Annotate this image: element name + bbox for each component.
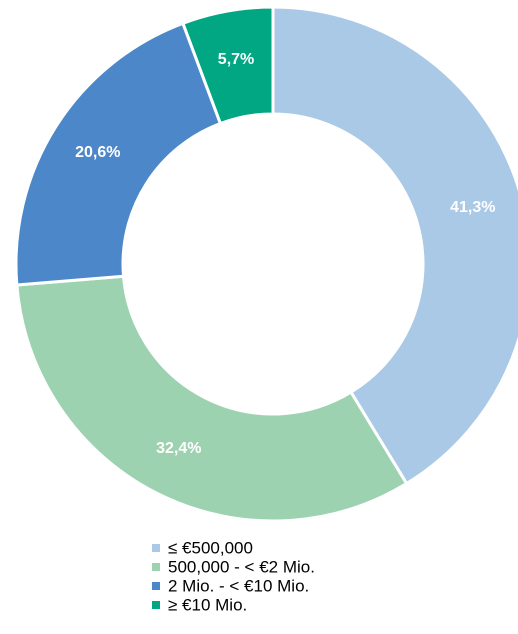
value-label: 5,7% [218,51,254,68]
value-label: 41,3% [450,199,495,216]
legend-marker [152,563,160,571]
slice [15,274,409,523]
slice [271,5,518,486]
legend-label: ≥ €10 Mio. [168,595,247,614]
legend-marker [152,601,160,609]
legend-marker [152,582,160,590]
legend-label: 500,000 - < €2 Mio. [168,557,315,576]
value-label: 20,6% [75,144,120,161]
slice [180,5,275,126]
legend-label: ≤ €500,000 [168,538,253,557]
value-label: 32,4% [156,440,201,457]
legend-label: 2 Mio. - < €10 Mio. [168,576,309,595]
slice [14,21,223,287]
legend-marker [152,544,160,552]
